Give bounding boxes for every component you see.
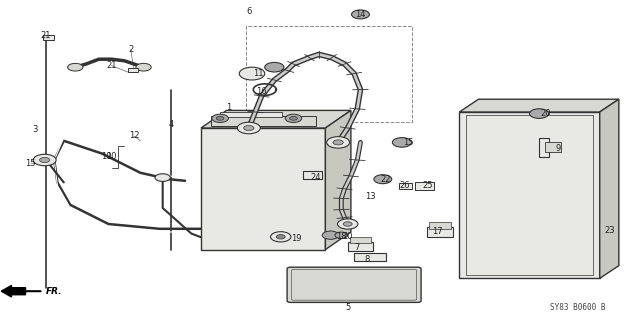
Circle shape [322,231,339,239]
Text: 21: 21 [41,31,51,40]
Circle shape [244,125,254,131]
Circle shape [237,122,260,134]
Bar [220,112,282,116]
Circle shape [216,116,224,120]
Circle shape [68,63,83,71]
Text: 4: 4 [168,120,174,129]
Polygon shape [459,99,619,112]
Circle shape [530,109,549,118]
Text: 12: 12 [129,132,139,140]
Text: FR.: FR. [46,287,63,296]
Text: 15: 15 [403,138,413,147]
Circle shape [265,62,284,72]
Text: 9: 9 [556,144,561,153]
Text: 3: 3 [33,125,38,134]
Polygon shape [600,99,619,278]
Circle shape [343,222,352,226]
FancyArrow shape [1,285,26,297]
Text: SY83 B0600 B: SY83 B0600 B [550,303,605,312]
Bar [211,116,316,126]
Text: 25: 25 [422,181,433,190]
Text: 13: 13 [365,192,375,201]
Text: 23: 23 [604,226,614,235]
Bar [354,253,386,261]
Bar [128,68,138,72]
Text: 10: 10 [107,152,117,161]
Text: 24: 24 [311,173,321,182]
Circle shape [276,235,285,239]
Bar [303,171,322,179]
Bar [459,112,600,278]
Text: 26: 26 [400,181,410,190]
Circle shape [212,114,228,123]
Bar [415,182,434,190]
Text: 1: 1 [226,103,231,112]
Text: 6: 6 [246,7,251,16]
Circle shape [285,114,302,123]
Circle shape [335,232,348,238]
Circle shape [40,157,50,163]
Circle shape [374,175,392,184]
Bar [246,26,412,122]
Text: 2: 2 [128,45,133,54]
Bar [399,183,412,189]
Text: 18: 18 [336,232,346,241]
Bar [427,227,453,237]
Polygon shape [325,110,351,250]
Text: 22: 22 [381,175,391,184]
Bar [466,115,593,275]
Text: 17: 17 [432,228,442,236]
Bar [348,242,373,251]
Circle shape [271,232,291,242]
Polygon shape [539,138,549,157]
Text: 20: 20 [343,232,353,241]
Text: 8: 8 [364,255,369,264]
Polygon shape [201,110,351,128]
Text: 11: 11 [253,69,263,78]
FancyBboxPatch shape [287,267,421,302]
Circle shape [290,116,297,120]
Circle shape [327,137,350,148]
Circle shape [333,140,343,145]
Text: 7: 7 [355,244,360,252]
Text: 15: 15 [26,159,36,168]
Text: 20: 20 [540,109,551,118]
Bar [201,128,325,250]
Bar [43,35,54,40]
Circle shape [352,10,369,19]
Bar [545,142,561,152]
Text: 21: 21 [107,61,117,70]
Bar [429,222,451,229]
Text: 10: 10 [101,152,112,161]
Circle shape [338,219,358,229]
Text: 19: 19 [292,234,302,243]
Bar [350,237,371,243]
Circle shape [136,63,151,71]
Circle shape [392,138,412,147]
Circle shape [155,174,170,181]
Text: 16: 16 [256,87,267,96]
Circle shape [239,67,265,80]
Circle shape [33,154,56,166]
Text: 5: 5 [345,303,350,312]
Text: 14: 14 [355,10,366,19]
